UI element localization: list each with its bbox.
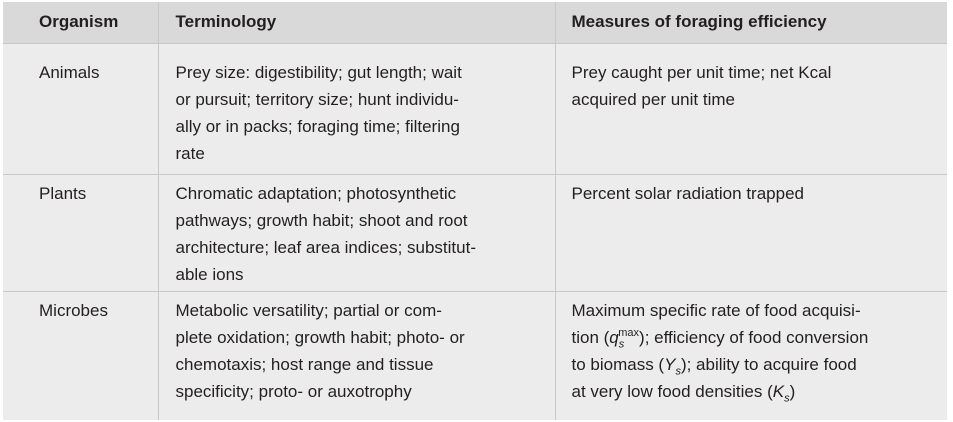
organism-cell: Plants (3, 173, 158, 291)
table-row: Microbes Metabolic versatility; partial … (3, 290, 947, 420)
terminology-cell: Chromatic adaptation; photosynthetic pat… (157, 173, 555, 291)
header-measures: Measures of foraging efficiency (554, 2, 947, 43)
table-body: Animals Prey size: digestibility; gut le… (3, 42, 947, 420)
measures-line: Maximum specific rate of food acquisi- (571, 300, 861, 320)
measures-line: acquired per unit time (571, 89, 735, 109)
table-row: Plants Chromatic adaptation; photosynthe… (3, 173, 947, 291)
table-header: Organism Terminology Measures of foragin… (3, 2, 947, 43)
measures-cell: Prey caught per unit time; net Kcal acqu… (554, 42, 947, 174)
s-subscript: s (784, 391, 790, 404)
terminology-line: specificity; proto- or auxotrophy (175, 381, 412, 401)
measures-cell: Maximum specific rate of food acquisi- t… (554, 290, 947, 420)
terminology-line: rate (175, 143, 205, 163)
terminology-line: Chromatic adaptation; photosynthetic (175, 183, 457, 203)
measures-line: at very low food densities (Ks) (572, 378, 940, 405)
terminology-line: Metabolic versatility; partial or com- (175, 300, 442, 320)
header-terminology: Terminology (157, 2, 555, 43)
terminology-line: able ions (175, 264, 244, 284)
measures-line: to biomass (Ys); ability to acquire food (572, 351, 940, 378)
measures-line: tion (qsmax); efficiency of food convers… (572, 324, 940, 351)
k-symbol: K (772, 381, 785, 401)
header-row: Organism Terminology Measures of foragin… (3, 2, 947, 43)
max-superscript: max (618, 326, 640, 339)
measures-cell: Percent solar radiation trapped (554, 173, 947, 291)
terminology-line: plete oxidation; growth habit; photo- or (175, 327, 465, 347)
organism-cell: Microbes (3, 290, 158, 420)
text-fragment: ); efficiency of food conversion (639, 327, 869, 347)
measures-line: Prey caught per unit time; net Kcal (571, 62, 832, 82)
terminology-line: chemotaxis; host range and tissue (175, 354, 434, 374)
measures-line: Percent solar radiation trapped (571, 183, 804, 203)
text-fragment: ) (789, 381, 796, 401)
y-symbol: Y (664, 354, 676, 374)
foraging-efficiency-table: Organism Terminology Measures of foragin… (3, 2, 947, 420)
text-fragment: tion ( (571, 327, 610, 347)
s-subscript: s (618, 337, 625, 350)
text-fragment: to biomass ( (571, 354, 665, 374)
text-fragment: ); ability to acquire food (680, 354, 857, 374)
foraging-table-container: Organism Terminology Measures of foragin… (3, 2, 947, 420)
terminology-line: or pursuit; territory size; hunt individ… (175, 89, 459, 109)
terminology-line: Prey size: digestibility; gut length; wa… (175, 62, 462, 82)
q-symbol: q (609, 327, 619, 347)
organism-cell: Animals (3, 42, 158, 174)
terminology-cell: Metabolic versatility; partial or com- p… (157, 290, 555, 420)
text-fragment: at very low food densities ( (571, 381, 773, 401)
terminology-line: ally or in packs; foraging time; filteri… (175, 116, 460, 136)
header-organism: Organism (3, 2, 158, 43)
s-subscript: s (675, 364, 681, 377)
terminology-cell: Prey size: digestibility; gut length; wa… (157, 42, 555, 174)
table-row: Animals Prey size: digestibility; gut le… (3, 42, 947, 174)
terminology-line: architecture; leaf area indices; substit… (175, 237, 476, 257)
terminology-line: pathways; growth habit; shoot and root (175, 210, 468, 230)
